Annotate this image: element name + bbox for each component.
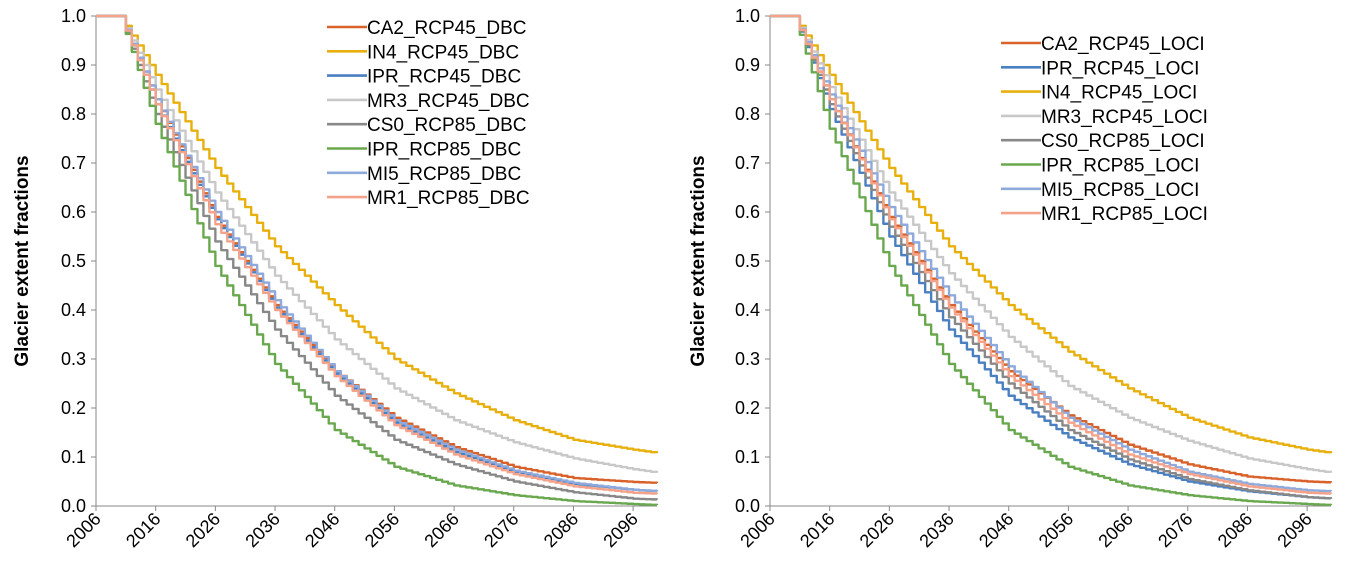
left-y-tick-label: 0.3 [61,349,86,369]
left-series-line-cs0-rcp85-dbc [96,14,659,501]
right-legend-label: MI5_RCP85_LOCI [1041,180,1199,201]
right-series-line-in4-rcp45-loci [770,14,1333,454]
left-y-tick-label: 1.0 [61,6,86,26]
right-series-line-ipr-rcp85-loci [770,14,1333,506]
left-y-tick-label: 0.7 [61,153,86,173]
right-legend-label: CA2_RCP45_LOCI [1041,34,1205,55]
right-x-tick-label: 2036 [915,509,957,551]
right-legend-label: MR1_RCP85_LOCI [1041,204,1208,225]
right-x-tick-label: 2026 [856,509,898,551]
chart-right: 0.0 0.1 0.2 0.3 0.4 0.5 0.6 0.7 0.8 0.9 1.0 2006 201… [674,0,1347,581]
left-x-tick-label: 2096 [599,509,641,551]
right-y-tick-label: 1.0 [735,6,760,26]
left-y-tick-label: 0.5 [61,251,86,271]
right-y-tick-label: 0.7 [735,153,760,173]
right-legend-label: IPR_RCP45_LOCI [1041,58,1199,79]
left-x-tick-label: 2016 [122,509,164,551]
left-legend-label: IN4_RCP45_DBC [367,42,519,63]
left-series-line-in4-rcp45-dbc [96,14,659,454]
left-y-axis-title: Glacier extent fractions [12,155,33,366]
right-y-tick-label: 0.0 [735,496,760,516]
left-x-tick-label: 2086 [540,509,582,551]
right-y-tick-label: 0.4 [735,300,760,320]
right-y-axis-title: Glacier extent fractions [688,155,709,366]
left-x-tick-label: 2046 [301,509,343,551]
right-series-line-mi5-rcp85-loci [770,14,1333,493]
left-series-line-mr3-rcp45-dbc [96,14,659,474]
left-x-tick-label: 2066 [420,509,462,551]
left-legend-label: MR1_RCP85_DBC [367,188,530,209]
left-x-tick-label: 2036 [241,509,283,551]
right-series-line-cs0-rcp85-loci [770,14,1333,500]
right-legend-label: MR3_RCP45_LOCI [1041,107,1208,128]
left-x-tick-label: 2056 [361,509,403,551]
right-y-tick-label: 0.8 [735,104,760,124]
right-y-tick-label: 0.2 [735,398,760,418]
left-series-line-ipr-rcp85-dbc [96,14,659,506]
left-y-tick-label: 0.4 [61,300,86,320]
left-y-tick-label: 0.9 [61,55,86,75]
left-legend-label: MI5_RCP85_DBC [367,164,521,185]
right-y-tick-label: 0.1 [735,447,760,467]
left-legend-label: IPR_RCP45_DBC [367,67,521,88]
left-legend-label: CA2_RCP45_DBC [367,18,526,39]
right-series-line-mr3-rcp45-loci [770,14,1333,474]
left-legend-label: IPR_RCP85_DBC [367,140,521,161]
right-legend-label: IN4_RCP45_LOCI [1041,83,1197,104]
right-series-line-mr1-rcp85-loci [770,14,1333,495]
right-x-tick-label: 2016 [796,509,838,551]
right-x-tick-label: 2096 [1273,509,1315,551]
right-y-tick-label: 0.5 [735,251,760,271]
right-x-tick-label: 2056 [1035,509,1077,551]
left-legend-label: MR3_RCP45_DBC [367,91,530,112]
right-x-tick-label: 2046 [975,509,1017,551]
left-y-tick-label: 0.1 [61,447,86,467]
left-x-tick-label: 2026 [182,509,224,551]
right-x-tick-label: 2086 [1214,509,1256,551]
left-y-tick-label: 0.0 [61,496,86,516]
chart-left: 0.0 0.1 0.2 0.3 0.4 0.5 0.6 0.7 0.8 0.9 1.0 2006 201… [0,0,673,581]
left-series-line-mr1-rcp85-dbc [96,14,659,495]
right-legend-label: CS0_RCP85_LOCI [1041,131,1205,152]
left-legend-label: CS0_RCP85_DBC [367,115,526,136]
left-y-tick-label: 0.2 [61,398,86,418]
right-y-tick-label: 0.3 [735,349,760,369]
left-y-tick-label: 0.8 [61,104,86,124]
right-legend-label: IPR_RCP85_LOCI [1041,156,1199,177]
left-x-tick-label: 2076 [480,509,522,551]
right-x-tick-label: 2066 [1094,509,1136,551]
right-y-tick-label: 0.6 [735,202,760,222]
right-x-tick-label: 2076 [1154,509,1196,551]
right-y-tick-label: 0.9 [735,55,760,75]
left-y-tick-label: 0.6 [61,202,86,222]
